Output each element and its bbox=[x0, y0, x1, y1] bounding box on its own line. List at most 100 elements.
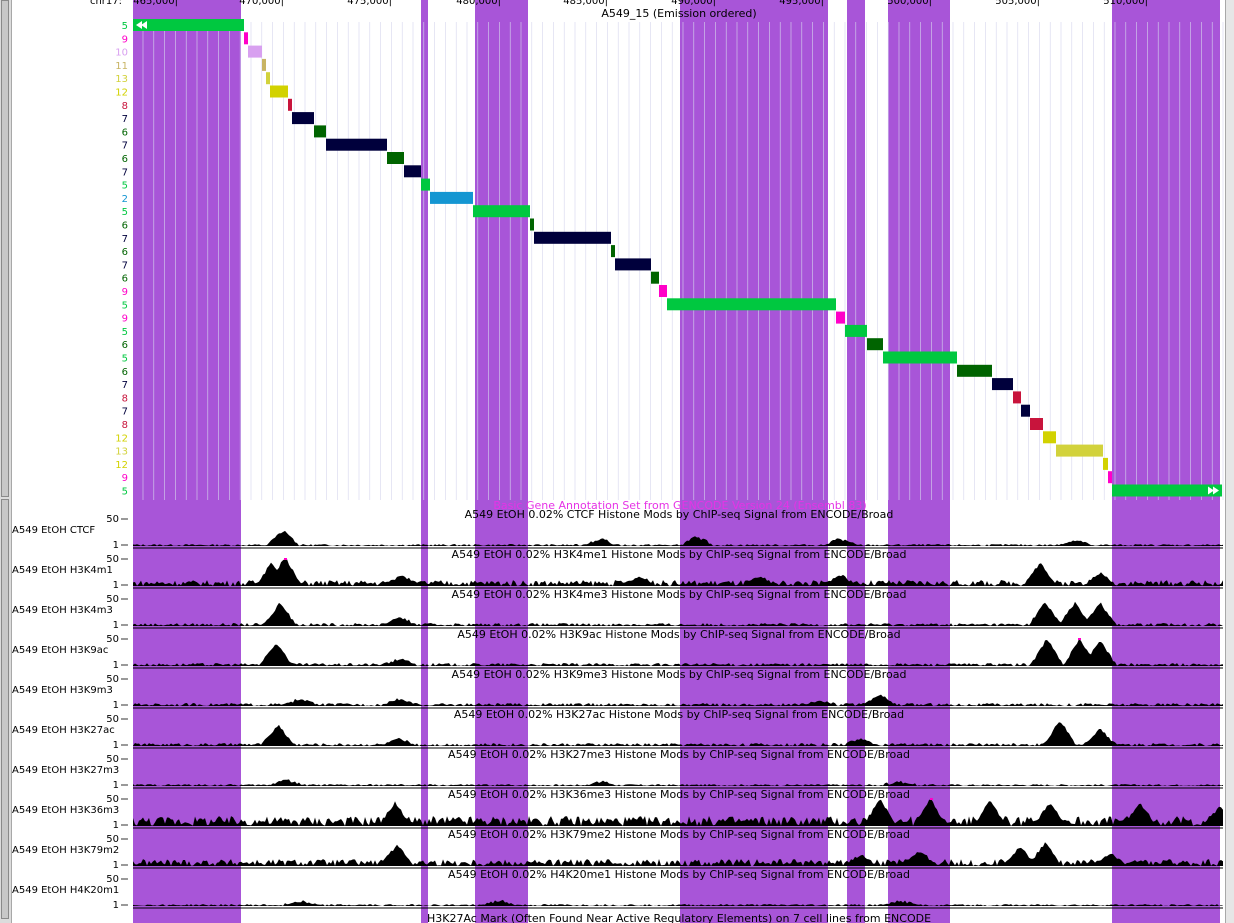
right-track-control-bar[interactable] bbox=[1225, 0, 1234, 923]
chromhmm-segment[interactable] bbox=[266, 72, 270, 85]
signal-track-title: A549 EtOH 0.02% H3K4me1 Histone Mods by … bbox=[452, 548, 907, 561]
signal-track-title: A549 EtOH 0.02% H3K27me3 Histone Mods by… bbox=[448, 748, 910, 761]
chromhmm-segment[interactable] bbox=[473, 205, 530, 218]
signal-track-ymax: 50 bbox=[106, 754, 119, 765]
track-button-signals[interactable] bbox=[1, 499, 9, 919]
signal-track-ymin: 1 bbox=[113, 900, 119, 911]
chromhmm-state-label: 9 bbox=[122, 314, 128, 325]
chromhmm-state-label: 7 bbox=[122, 141, 128, 152]
signal-area bbox=[133, 722, 1223, 746]
ruler-chrom-label: chr17: bbox=[90, 0, 122, 7]
signal-tracks[interactable]: A549 EtOH CTCF 50 1 A549 EtOH 0.02% CTCF Hi… bbox=[12, 508, 1223, 911]
chromhmm-segment[interactable] bbox=[530, 218, 534, 231]
chromhmm-state-label: 5 bbox=[122, 300, 128, 311]
signal-area bbox=[133, 842, 1223, 866]
signal-track-ymax: 50 bbox=[106, 514, 119, 525]
chromhmm-segment[interactable] bbox=[659, 285, 667, 297]
chromhmm-state-label: 5 bbox=[122, 354, 128, 365]
signal-track-ymin: 1 bbox=[113, 620, 119, 631]
chromhmm-segment[interactable] bbox=[1056, 444, 1103, 457]
signal-track-title: A549 EtOH 0.02% H3K79me2 Histone Mods by… bbox=[448, 828, 910, 841]
chromhmm-state-label: 8 bbox=[122, 393, 128, 404]
chromhmm-segment[interactable] bbox=[1021, 404, 1030, 417]
chromhmm-segment[interactable] bbox=[1030, 418, 1043, 430]
signal-track[interactable]: A549 EtOH CTCF 50 1 A549 EtOH 0.02% CTCF Hi… bbox=[12, 508, 1223, 551]
signal-track-name: A549 EtOH H3K4m1 bbox=[12, 565, 113, 576]
chromhmm-segment[interactable] bbox=[957, 364, 992, 377]
signal-track-title: A549 EtOH 0.02% H3K27ac Histone Mods by … bbox=[454, 708, 904, 721]
chromhmm-state-label: 11 bbox=[115, 61, 128, 72]
signal-track-name: A549 EtOH H3K9m3 bbox=[12, 685, 113, 696]
continuation-arrow-icon bbox=[136, 21, 142, 29]
chromhmm-segment[interactable] bbox=[248, 45, 262, 58]
chromhmm-state-label: 8 bbox=[122, 420, 128, 431]
signal-track-ymax: 50 bbox=[106, 674, 119, 685]
chromhmm-track[interactable]: 5 9 10 11 13 12 8 7 6 7 6 7 5 2 5 6 7 6 7 6 9 5 9 5 6 5 6 7 8 7 8 12 13 1… bbox=[115, 19, 1222, 498]
continuation-arrow-icon bbox=[1213, 486, 1219, 495]
chromhmm-segment[interactable] bbox=[534, 231, 611, 244]
signal-track-ymin: 1 bbox=[113, 660, 119, 671]
chromhmm-segment[interactable] bbox=[270, 85, 288, 98]
chromhmm-segment[interactable] bbox=[867, 338, 883, 351]
chromhmm-state-label: 2 bbox=[122, 194, 128, 205]
chromhmm-segment[interactable] bbox=[430, 191, 473, 204]
chromhmm-segment[interactable] bbox=[611, 245, 615, 258]
chromhmm-segment[interactable] bbox=[845, 324, 867, 337]
signal-area bbox=[133, 601, 1223, 626]
chromhmm-state-label: 13 bbox=[115, 447, 128, 458]
ruler-tick-label: 505,000| bbox=[995, 0, 1040, 7]
signal-track-name: A549 EtOH H3K9ac bbox=[12, 645, 108, 656]
chromhmm-segment[interactable] bbox=[133, 19, 244, 31]
track-button-chromhmm[interactable] bbox=[1, 0, 9, 497]
chromhmm-segment[interactable] bbox=[292, 112, 314, 125]
chromhmm-segment[interactable] bbox=[651, 271, 659, 284]
ruler-tick-label: 500,000| bbox=[887, 0, 932, 7]
signal-track-ymax: 50 bbox=[106, 554, 119, 565]
signal-track-title: A549 EtOH 0.02% H3K9me3 Histone Mods by … bbox=[452, 668, 907, 681]
left-track-control-bar[interactable] bbox=[0, 0, 12, 923]
continuation-arrow-icon bbox=[141, 21, 147, 29]
chromhmm-segment[interactable] bbox=[262, 58, 266, 71]
chromhmm-segment[interactable] bbox=[387, 152, 404, 164]
chromhmm-segment[interactable] bbox=[404, 165, 421, 178]
chromhmm-segment[interactable] bbox=[992, 378, 1013, 391]
ruler-tick-label: 510,000| bbox=[1103, 0, 1148, 7]
chromhmm-segment[interactable] bbox=[1103, 457, 1108, 470]
chromhmm-segment[interactable] bbox=[836, 311, 845, 324]
chromhmm-state-label: 6 bbox=[122, 247, 128, 258]
ruler-tick-label: 480,000| bbox=[456, 0, 501, 7]
chromhmm-segment[interactable] bbox=[1013, 391, 1021, 404]
chromhmm-state-label: 12 bbox=[115, 88, 128, 99]
ruler-tick-label: 485,000| bbox=[563, 0, 608, 7]
chromhmm-segment[interactable] bbox=[244, 32, 248, 45]
signal-area bbox=[133, 899, 1223, 906]
chromhmm-state-label: 7 bbox=[122, 380, 128, 391]
chromhmm-segment[interactable] bbox=[288, 98, 292, 111]
chromhmm-segment[interactable] bbox=[314, 125, 326, 138]
chromhmm-segment[interactable] bbox=[1043, 431, 1056, 444]
chromhmm-state-label: 5 bbox=[122, 181, 128, 192]
chromhmm-segment[interactable] bbox=[1112, 484, 1222, 497]
chromhmm-segment[interactable] bbox=[667, 298, 836, 311]
chromhmm-state-label: 9 bbox=[122, 473, 128, 484]
chromhmm-segment[interactable] bbox=[615, 258, 651, 271]
chromhmm-segment[interactable] bbox=[1108, 471, 1112, 484]
chromhmm-state-label: 12 bbox=[115, 433, 128, 444]
chromhmm-state-label: 13 bbox=[115, 74, 128, 85]
chromhmm-track-title: A549_15 (Emission ordered) bbox=[601, 7, 756, 20]
chromhmm-state-label: 5 bbox=[122, 21, 128, 32]
chromhmm-segment[interactable] bbox=[421, 178, 430, 191]
chromhmm-segment[interactable] bbox=[883, 351, 957, 364]
chromhmm-segment[interactable] bbox=[326, 138, 387, 151]
